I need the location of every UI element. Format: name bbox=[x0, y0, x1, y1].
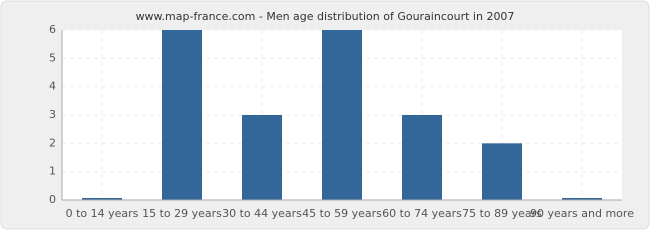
chart: www.map-france.com - Men age distributio… bbox=[0, 0, 650, 230]
y-tick-label: 2 bbox=[49, 136, 56, 149]
bar bbox=[82, 198, 122, 200]
bar bbox=[162, 30, 202, 200]
x-tick-label: 15 to 29 years bbox=[142, 207, 222, 220]
x-tick-label: 75 to 89 years bbox=[462, 207, 542, 220]
y-tick-label: 0 bbox=[49, 193, 56, 206]
bar bbox=[482, 143, 522, 200]
bar bbox=[402, 115, 442, 200]
bar bbox=[322, 30, 362, 200]
y-tick-label: 5 bbox=[49, 51, 56, 64]
x-tick-label: 0 to 14 years bbox=[66, 207, 139, 220]
y-tick-label: 3 bbox=[49, 108, 56, 121]
x-tick-label: 45 to 59 years bbox=[302, 207, 382, 220]
y-tick-label: 6 bbox=[49, 23, 56, 36]
bar bbox=[242, 115, 282, 200]
x-tick-label: 30 to 44 years bbox=[222, 207, 302, 220]
chart-title: www.map-france.com - Men age distributio… bbox=[136, 10, 515, 23]
x-tick-label: 60 to 74 years bbox=[382, 207, 462, 220]
y-tick-label: 4 bbox=[49, 80, 56, 93]
y-tick-label: 1 bbox=[49, 165, 56, 178]
x-tick-label: 90 years and more bbox=[530, 207, 634, 220]
bar bbox=[562, 198, 602, 200]
